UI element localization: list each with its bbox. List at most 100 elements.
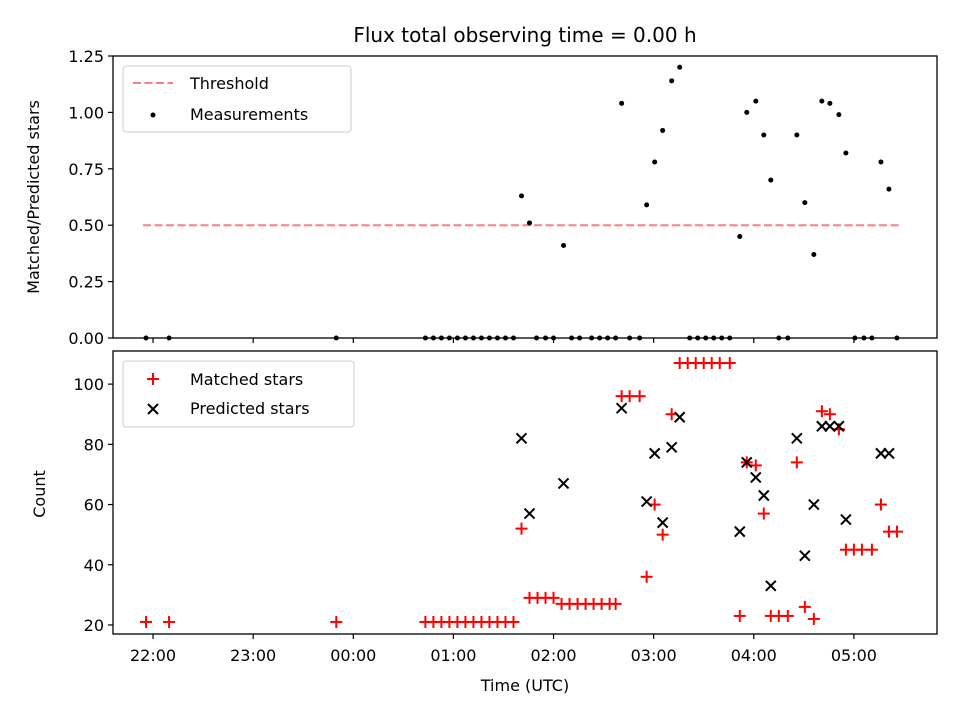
measurement-point xyxy=(869,335,875,341)
matched-star-point xyxy=(163,615,176,628)
measurement-point xyxy=(703,335,709,341)
measurement-point xyxy=(577,335,583,341)
predicted-star-point xyxy=(824,420,836,432)
measurement-point xyxy=(802,200,808,206)
bottom-legend-box xyxy=(122,360,355,428)
predicted-star-point xyxy=(515,432,528,445)
matched-star-point xyxy=(781,609,794,622)
measurement-point xyxy=(597,335,603,341)
bottom-y-axis-label: Count xyxy=(30,470,49,518)
measurement-point xyxy=(510,335,516,341)
measurement-point xyxy=(886,186,892,192)
measurement-point xyxy=(761,132,767,138)
measurement-point xyxy=(561,243,567,249)
matched-star-point xyxy=(749,459,762,472)
predicted-star-point xyxy=(840,513,852,526)
matched-star-point xyxy=(713,357,726,370)
legend-measurements-swatch xyxy=(150,112,156,118)
measurement-point xyxy=(619,100,625,106)
x-axis-label: Time (UTC) xyxy=(480,676,569,695)
measurement-point xyxy=(605,335,611,341)
measurement-point xyxy=(143,335,149,341)
measurement-point xyxy=(768,177,774,183)
predicted-star-point xyxy=(665,441,678,454)
matched-star-point xyxy=(855,543,868,556)
predicted-stars-points xyxy=(515,402,895,592)
predicted-star-point xyxy=(640,495,653,508)
measurement-point xyxy=(478,335,484,341)
measurement-point xyxy=(776,335,782,341)
measurement-point xyxy=(785,335,791,341)
bottom-y-tick-label: 80 xyxy=(84,435,104,454)
measurement-point xyxy=(333,335,339,341)
top-y-tick-label: 1.00 xyxy=(68,103,104,122)
matched-star-point xyxy=(633,390,646,403)
matched-star-point xyxy=(790,456,803,469)
measurement-point xyxy=(687,335,693,341)
matched-star-point xyxy=(656,528,669,541)
measurement-point xyxy=(878,159,884,165)
matched-star-point xyxy=(798,600,811,613)
matched-star-point xyxy=(640,570,653,583)
predicted-star-point xyxy=(673,411,686,423)
measurement-point xyxy=(422,335,428,341)
measurement-point xyxy=(794,132,800,138)
measurement-point xyxy=(652,159,658,165)
measurement-point xyxy=(861,335,867,341)
measurement-point xyxy=(727,335,733,341)
predicted-star-point xyxy=(883,447,895,460)
bottom-x-ticks: 22:00 23:00 00:00 01:00 02:00 03:00 04:00 05:00 xyxy=(130,634,877,665)
top-y-tick-label: 1.25 xyxy=(68,47,104,66)
top-y-ticks: 0.00 0.25 0.50 0.75 1.00 1.25 xyxy=(68,47,113,348)
matched-star-point xyxy=(623,390,636,403)
bottom-y-tick-label: 100 xyxy=(73,375,104,394)
x-tick-label: 01:00 xyxy=(430,646,476,665)
matched-star-point xyxy=(507,615,520,628)
measurement-point xyxy=(627,335,633,341)
measurement-point xyxy=(454,335,460,341)
measurement-point xyxy=(543,335,549,341)
measurement-point xyxy=(430,335,436,341)
measurement-point xyxy=(438,335,444,341)
x-tick-label: 23:00 xyxy=(230,646,276,665)
measurement-point xyxy=(894,335,900,341)
legend-predicted-swatch xyxy=(147,403,159,415)
predicted-star-point xyxy=(791,432,803,445)
legend-predicted-label: Predicted stars xyxy=(190,399,310,418)
measurement-point xyxy=(502,335,508,341)
measurement-point xyxy=(843,150,849,156)
legend-matched-swatch xyxy=(147,373,159,385)
predicted-star-point xyxy=(808,498,820,511)
x-tick-label: 02:00 xyxy=(530,646,576,665)
top-y-tick-label: 0.75 xyxy=(68,160,104,179)
predicted-star-point xyxy=(799,550,811,562)
measurement-point xyxy=(534,335,540,341)
predicted-star-point xyxy=(557,477,570,490)
top-y-tick-label: 0.00 xyxy=(68,329,104,348)
matched-star-point xyxy=(609,597,622,610)
measurement-point xyxy=(569,335,575,341)
bottom-y-ticks: 20 40 60 80 100 xyxy=(73,375,113,635)
bottom-y-tick-label: 20 xyxy=(84,616,104,635)
legend-threshold-label: Threshold xyxy=(189,74,269,93)
matched-star-point xyxy=(807,612,820,625)
measurement-point xyxy=(644,202,650,208)
matched-star-point xyxy=(330,615,343,628)
bottom-legend: Matched stars Predicted stars xyxy=(122,360,355,428)
predicted-star-point xyxy=(758,489,770,502)
predicted-star-point xyxy=(765,580,777,592)
measurement-point xyxy=(486,335,492,341)
top-legend: Threshold Measurements xyxy=(122,65,352,133)
legend-measurements-label: Measurements xyxy=(190,105,308,124)
chart-title: Flux total observing time = 0.00 h xyxy=(353,23,696,47)
measurement-point xyxy=(669,78,675,84)
measurement-point xyxy=(613,335,619,341)
measurement-point xyxy=(744,109,750,115)
measurement-point xyxy=(462,335,468,341)
measurement-point xyxy=(677,64,683,70)
x-tick-label: 22:00 xyxy=(130,646,176,665)
matched-star-point xyxy=(140,615,153,628)
measurement-point xyxy=(637,335,643,341)
matched-star-point xyxy=(757,507,770,520)
measurement-point xyxy=(695,335,701,341)
